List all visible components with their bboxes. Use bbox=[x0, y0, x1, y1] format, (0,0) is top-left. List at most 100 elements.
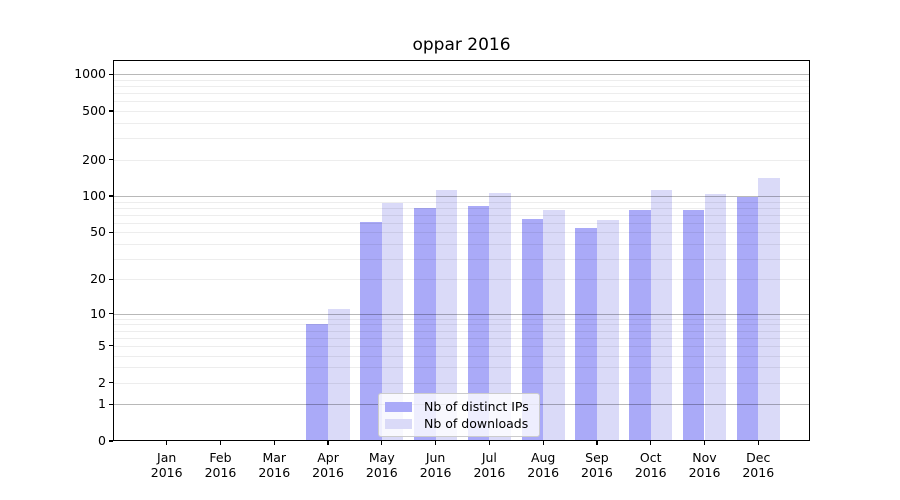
y-axis-tick-label: 1 bbox=[98, 396, 106, 412]
gridline-minor bbox=[113, 330, 810, 332]
gridline-minor bbox=[113, 86, 810, 88]
gridline-minor bbox=[113, 382, 810, 384]
gridline-minor bbox=[113, 122, 810, 124]
y-axis-tick-mark bbox=[109, 110, 113, 112]
bar-distinct-ips-5 bbox=[414, 207, 436, 441]
gridline-minor bbox=[113, 79, 810, 81]
gridline-minor bbox=[113, 243, 810, 245]
legend: Nb of distinct IPs Nb of downloads bbox=[378, 393, 540, 437]
gridline-minor bbox=[113, 138, 810, 140]
x-axis-tick-mark bbox=[488, 441, 490, 445]
y-axis-tick-label: 0 bbox=[98, 433, 106, 448]
chart-title: oppar 2016 bbox=[412, 35, 511, 55]
y-axis-tick-mark bbox=[109, 345, 113, 347]
x-axis-tick-label: May 2016 bbox=[365, 450, 398, 480]
legend-swatch-downloads bbox=[385, 418, 412, 429]
y-axis-tick-mark bbox=[109, 195, 113, 197]
y-axis-tick-mark bbox=[109, 313, 113, 315]
bar-distinct-ips-8 bbox=[575, 228, 597, 441]
y-axis-tick-mark bbox=[109, 382, 113, 384]
legend-swatch-distinct-ips bbox=[385, 401, 412, 412]
y-axis-tick-mark bbox=[109, 73, 113, 75]
x-axis-tick-mark bbox=[435, 441, 437, 445]
gridline-major bbox=[113, 74, 810, 76]
gridline-minor bbox=[113, 355, 810, 357]
x-axis-tick-mark bbox=[381, 441, 383, 445]
gridline-minor bbox=[113, 258, 810, 260]
gridline-minor bbox=[113, 337, 810, 339]
x-axis-tick-label: Jul 2016 bbox=[473, 450, 506, 480]
plot-area bbox=[113, 60, 810, 441]
y-axis-tick-label: 100 bbox=[82, 188, 106, 204]
legend-label-downloads: Nb of downloads bbox=[424, 416, 529, 431]
x-axis-tick-label: Mar 2016 bbox=[258, 450, 291, 480]
bar-downloads-10 bbox=[704, 194, 727, 441]
x-axis-tick-label: Feb 2016 bbox=[204, 450, 237, 480]
bar-downloads-5 bbox=[435, 189, 458, 441]
bar-downloads-6 bbox=[489, 192, 511, 441]
gridline-minor bbox=[113, 101, 810, 103]
y-axis-tick-label: 500 bbox=[82, 103, 106, 119]
x-axis-tick-label: Aug 2016 bbox=[527, 450, 560, 480]
bar-distinct-ips-4 bbox=[360, 221, 382, 441]
x-axis-tick-mark bbox=[757, 441, 759, 445]
y-axis-tick-label: 10 bbox=[90, 305, 106, 321]
bar-distinct-ips-3 bbox=[306, 324, 329, 441]
legend-label-distinct-ips: Nb of distinct IPs bbox=[424, 399, 529, 414]
y-axis-tick-label: 5 bbox=[98, 337, 106, 353]
bar-downloads-9 bbox=[650, 190, 673, 441]
bar-downloads-4 bbox=[381, 202, 404, 441]
x-axis-tick-label: Sep 2016 bbox=[581, 450, 613, 480]
bar-downloads-11 bbox=[758, 177, 780, 441]
gridline-major bbox=[113, 313, 810, 315]
x-axis-tick-label: Jun 2016 bbox=[419, 450, 452, 480]
legend-entry-downloads: Nb of downloads bbox=[385, 416, 531, 431]
bar-distinct-ips-9 bbox=[629, 209, 651, 441]
x-axis-tick-mark bbox=[596, 441, 598, 445]
gridline-minor bbox=[113, 232, 810, 234]
x-axis-tick-mark bbox=[327, 441, 329, 445]
gridline-minor bbox=[113, 207, 810, 209]
y-axis-tick-mark bbox=[109, 158, 113, 161]
y-axis-tick-label: 2 bbox=[98, 374, 106, 390]
gridline-minor bbox=[113, 159, 810, 161]
x-axis-tick-label: Jan 2016 bbox=[150, 450, 183, 480]
x-axis-tick-mark bbox=[273, 441, 275, 445]
x-axis-tick-mark bbox=[219, 441, 222, 445]
gridline-minor bbox=[113, 201, 810, 203]
bar-distinct-ips-7 bbox=[521, 218, 544, 441]
x-axis-tick-label: Dec 2016 bbox=[742, 450, 775, 480]
gridline-minor bbox=[113, 367, 810, 369]
gridline-minor bbox=[113, 214, 810, 216]
x-axis-tick-label: Apr 2016 bbox=[312, 450, 344, 480]
y-axis-tick-mark bbox=[109, 231, 113, 233]
bar-downloads-8 bbox=[596, 220, 619, 441]
legend-entry-distinct-ips: Nb of distinct IPs bbox=[385, 399, 531, 414]
gridline-minor bbox=[113, 279, 810, 281]
x-axis-tick-label: Nov 2016 bbox=[688, 450, 721, 480]
y-axis-tick-mark bbox=[109, 403, 113, 405]
x-axis-tick-label: Oct 2016 bbox=[634, 450, 667, 480]
bar-distinct-ips-10 bbox=[682, 209, 705, 441]
bar-downloads-7 bbox=[543, 209, 565, 441]
bar-downloads-3 bbox=[328, 309, 350, 441]
y-axis-tick-label: 1000 bbox=[74, 66, 106, 82]
x-axis-tick-mark bbox=[166, 441, 168, 445]
gridline-minor bbox=[113, 111, 810, 113]
y-axis-tick-label: 50 bbox=[90, 224, 106, 240]
gridline-minor bbox=[113, 324, 810, 326]
gridline-minor bbox=[113, 222, 810, 224]
gridline-major bbox=[113, 196, 810, 198]
x-axis-tick-mark bbox=[703, 441, 706, 445]
y-axis-tick-label: 200 bbox=[82, 151, 106, 167]
gridline-minor bbox=[113, 93, 810, 95]
x-axis-tick-mark bbox=[542, 441, 544, 445]
gridline-minor bbox=[113, 345, 810, 347]
bar-distinct-ips-6 bbox=[467, 206, 490, 441]
y-axis-tick-mark bbox=[109, 440, 113, 442]
gridline-minor bbox=[113, 318, 810, 320]
bar-distinct-ips-11 bbox=[736, 196, 759, 441]
y-axis-tick-mark bbox=[109, 278, 113, 280]
y-axis-tick-label: 20 bbox=[90, 271, 106, 287]
